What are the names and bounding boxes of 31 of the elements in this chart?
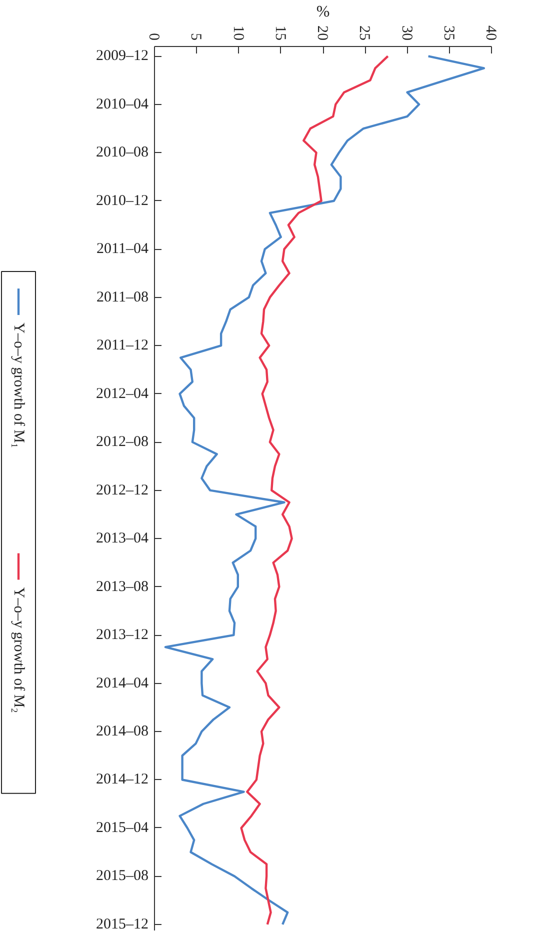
y-tick-label: 2014–12 (96, 772, 148, 788)
x-tick-label: 40 (482, 26, 498, 40)
y-tick-label: 2011–12 (96, 338, 149, 354)
y-tick-label: 2015–08 (96, 868, 148, 884)
x-tick-label: 5 (188, 33, 204, 40)
x-tick-label: 10 (230, 26, 246, 40)
y-tick-label: 2012–04 (96, 386, 149, 402)
y-tick-label: 2013–12 (96, 627, 148, 644)
x-axis-title: % (316, 4, 330, 20)
y-tick-label: 2013–08 (96, 578, 148, 595)
y-tick-label: 2015–12 (96, 916, 148, 932)
y-tick-label: 2010–12 (96, 192, 148, 209)
x-tick-label: 0 (146, 33, 162, 40)
legend-label: Y–o–y growth of M₂ (10, 587, 26, 713)
x-tick-label: 35 (440, 26, 456, 40)
x-tick-label: 20 (314, 26, 330, 40)
y-tick-label: 2011–04 (96, 241, 149, 258)
y-tick-label: 2011–08 (96, 289, 149, 306)
y-tick-label: 2009–12 (96, 48, 148, 64)
x-tick-label: 30 (398, 26, 414, 40)
x-tick-label: 25 (356, 26, 372, 40)
y-tick-label: 2015–04 (96, 820, 149, 836)
y-tick-label: 2012–08 (96, 434, 148, 450)
x-tick-label: 15 (272, 26, 288, 40)
y-tick-label: 2014–08 (96, 724, 148, 740)
y-tick-label: 2014–04 (96, 675, 149, 692)
y-tick-label: 2010–04 (96, 96, 149, 112)
legend-label: Y–o–y growth of M₁ (10, 322, 26, 448)
y-tick-label: 2012–12 (96, 482, 148, 498)
y-tick-label: 2010–08 (96, 144, 148, 161)
y-tick-label: 2013–04 (96, 530, 149, 547)
